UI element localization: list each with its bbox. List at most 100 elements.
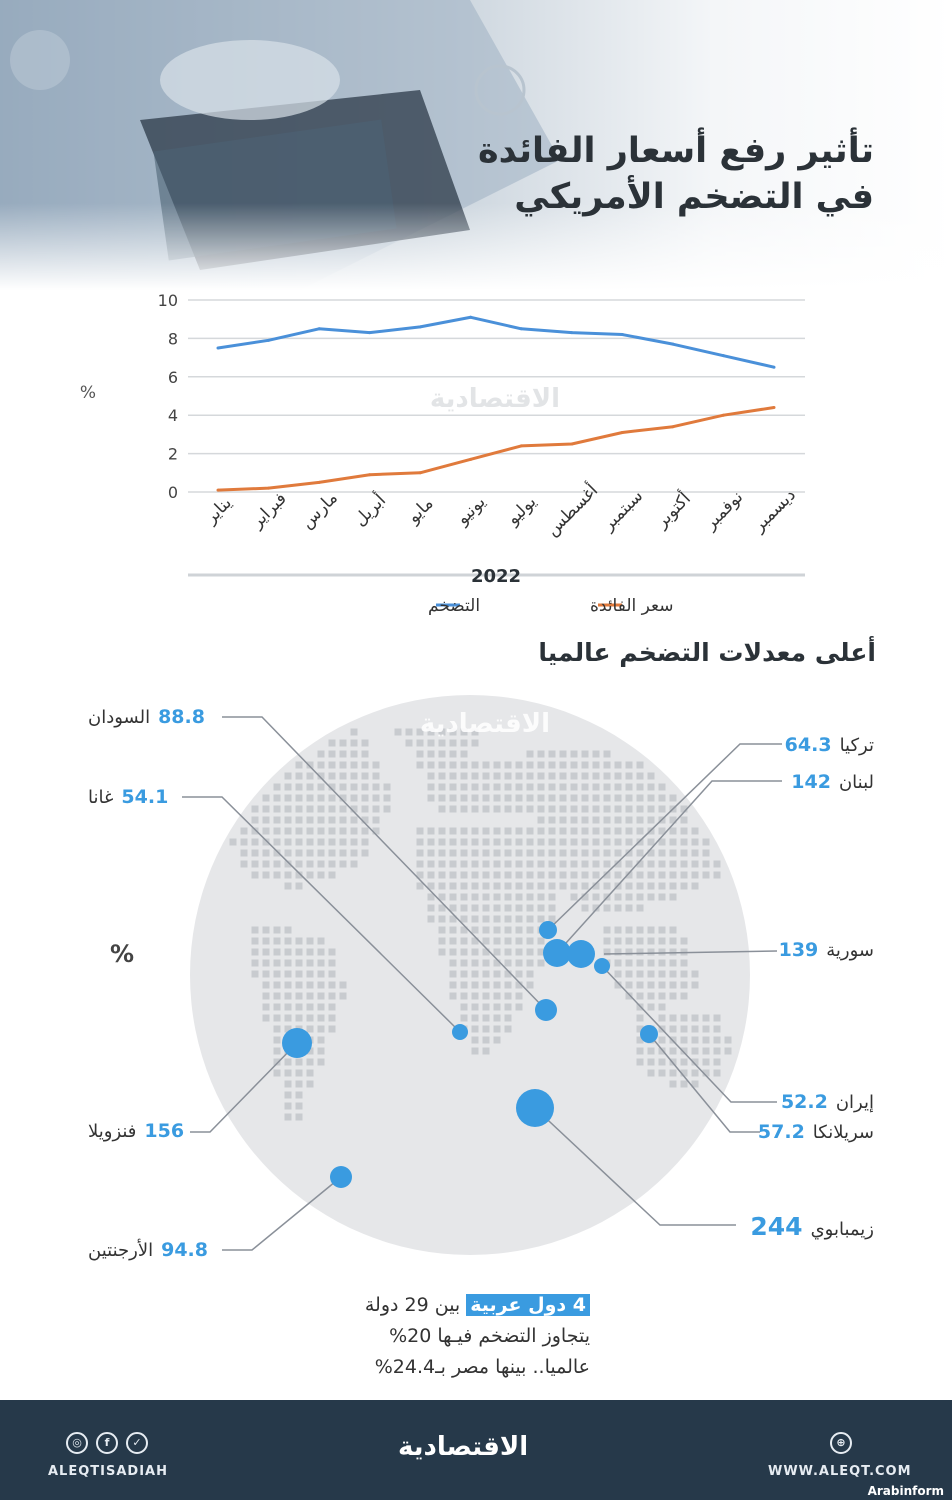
land-dot [691, 1080, 699, 1088]
land-dot [295, 1058, 303, 1066]
land-dot [702, 1025, 710, 1033]
land-dot [427, 915, 435, 923]
land-dot [504, 838, 512, 846]
land-dot [636, 1025, 644, 1033]
land-dot [273, 783, 281, 791]
land-dot [317, 948, 325, 956]
footer-handle[interactable]: ALEQTISADIAH [48, 1464, 168, 1479]
land-dot [658, 926, 666, 934]
land-dot [438, 794, 446, 802]
land-dot [251, 871, 259, 879]
land-dot [460, 904, 468, 912]
land-dot [504, 805, 512, 813]
footer-url[interactable]: WWW.ALEQT.COM [768, 1464, 912, 1479]
land-dot [636, 838, 644, 846]
name-syria: سورية [826, 940, 874, 961]
facebook-icon[interactable]: f [96, 1432, 118, 1454]
land-dot [339, 783, 347, 791]
land-dot [273, 1003, 281, 1011]
land-dot [669, 981, 677, 989]
land-dot [471, 992, 479, 1000]
land-dot [284, 1014, 292, 1022]
land-dot [614, 849, 622, 857]
map-watermark: الاقتصادية [420, 709, 550, 739]
land-dot [570, 827, 578, 835]
land-dot [295, 948, 303, 956]
land-dot [361, 761, 369, 769]
land-dot [603, 926, 611, 934]
land-dot [625, 959, 633, 967]
x-tick-label: ديسمبر [748, 485, 799, 536]
value-iran: 52.2 [780, 1091, 828, 1113]
land-dot [482, 860, 490, 868]
land-dot [603, 948, 611, 956]
land-dot [328, 827, 336, 835]
land-dot [537, 827, 545, 835]
leader-line-zimbabwe [534, 1107, 736, 1226]
land-dot [504, 926, 512, 934]
land-dot [504, 794, 512, 802]
land-dot [669, 1080, 677, 1088]
data-point [570, 331, 574, 335]
land-dot [350, 750, 358, 758]
land-dot [449, 761, 457, 769]
footer: ◎ f ✓ ALEQTISADIAH الاقتصادية ⊕ WWW.ALEQ… [0, 1400, 952, 1500]
land-dot [691, 981, 699, 989]
land-dot [339, 739, 347, 747]
land-dot [328, 805, 336, 813]
land-dot [306, 805, 314, 813]
land-dot [438, 937, 446, 945]
land-dot [295, 772, 303, 780]
land-dot [526, 761, 534, 769]
land-dot [647, 871, 655, 879]
land-dot [515, 926, 523, 934]
land-dot [669, 794, 677, 802]
land-dot [295, 1113, 303, 1121]
land-dot [548, 882, 556, 890]
land-dot [504, 981, 512, 989]
land-dot [713, 860, 721, 868]
land-dot [515, 794, 523, 802]
land-dot [317, 937, 325, 945]
land-dot [361, 827, 369, 835]
land-dot [471, 948, 479, 956]
land-dot [493, 860, 501, 868]
country-bubbles [282, 921, 658, 1188]
land-dot [691, 827, 699, 835]
land-dot [515, 783, 523, 791]
land-dot [592, 860, 600, 868]
land-dot [482, 893, 490, 901]
note-line-1-rest: بين 29 دولة [364, 1294, 461, 1316]
land-dot [581, 860, 589, 868]
land-dot [658, 871, 666, 879]
land-dot [482, 772, 490, 780]
land-dot [449, 970, 457, 978]
land-dot [284, 1102, 292, 1110]
land-dot [350, 827, 358, 835]
instagram-icon[interactable]: ◎ [66, 1432, 88, 1454]
land-dot [361, 849, 369, 857]
bubble-sudan [535, 999, 557, 1021]
land-dot [625, 970, 633, 978]
twitter-icon[interactable]: ✓ [126, 1432, 148, 1454]
land-dot [284, 772, 292, 780]
x-tick-label: أغسطس [541, 479, 602, 540]
land-dot [394, 728, 402, 736]
land-dot [669, 1025, 677, 1033]
land-dot [306, 772, 314, 780]
leader-lines [182, 716, 782, 1251]
land-dot [537, 948, 545, 956]
x-tick-label: مارس [297, 488, 342, 533]
land-dot [449, 981, 457, 989]
land-dot [504, 783, 512, 791]
land-dot [658, 1014, 666, 1022]
data-point [418, 471, 422, 475]
land-dot [306, 959, 314, 967]
land-dot [636, 959, 644, 967]
land-dot [570, 772, 578, 780]
land-dot [592, 772, 600, 780]
land-dot [427, 849, 435, 857]
land-dot [328, 959, 336, 967]
land-dot [361, 794, 369, 802]
land-dot [350, 816, 358, 824]
